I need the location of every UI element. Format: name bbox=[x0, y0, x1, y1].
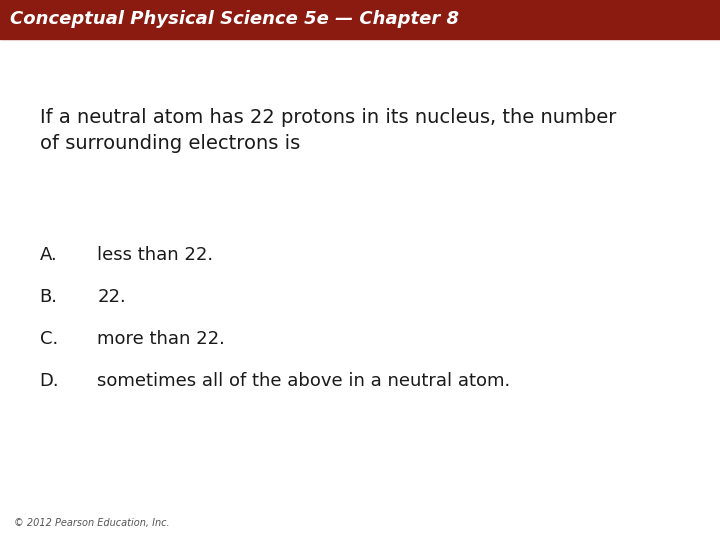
Text: C.: C. bbox=[40, 330, 58, 348]
Text: A.: A. bbox=[40, 246, 58, 264]
Text: B.: B. bbox=[40, 288, 58, 306]
Text: Conceptual Physical Science 5e — Chapter 8: Conceptual Physical Science 5e — Chapter… bbox=[10, 10, 459, 29]
Text: © 2012 Pearson Education, Inc.: © 2012 Pearson Education, Inc. bbox=[14, 518, 170, 528]
Text: If a neutral atom has 22 protons in its nucleus, the number
of surrounding elect: If a neutral atom has 22 protons in its … bbox=[40, 108, 616, 153]
Text: 22.: 22. bbox=[97, 288, 126, 306]
Text: more than 22.: more than 22. bbox=[97, 330, 225, 348]
Text: less than 22.: less than 22. bbox=[97, 246, 213, 264]
Text: D.: D. bbox=[40, 372, 59, 390]
Text: sometimes all of the above in a neutral atom.: sometimes all of the above in a neutral … bbox=[97, 372, 510, 390]
Bar bbox=[0, 0, 720, 39]
